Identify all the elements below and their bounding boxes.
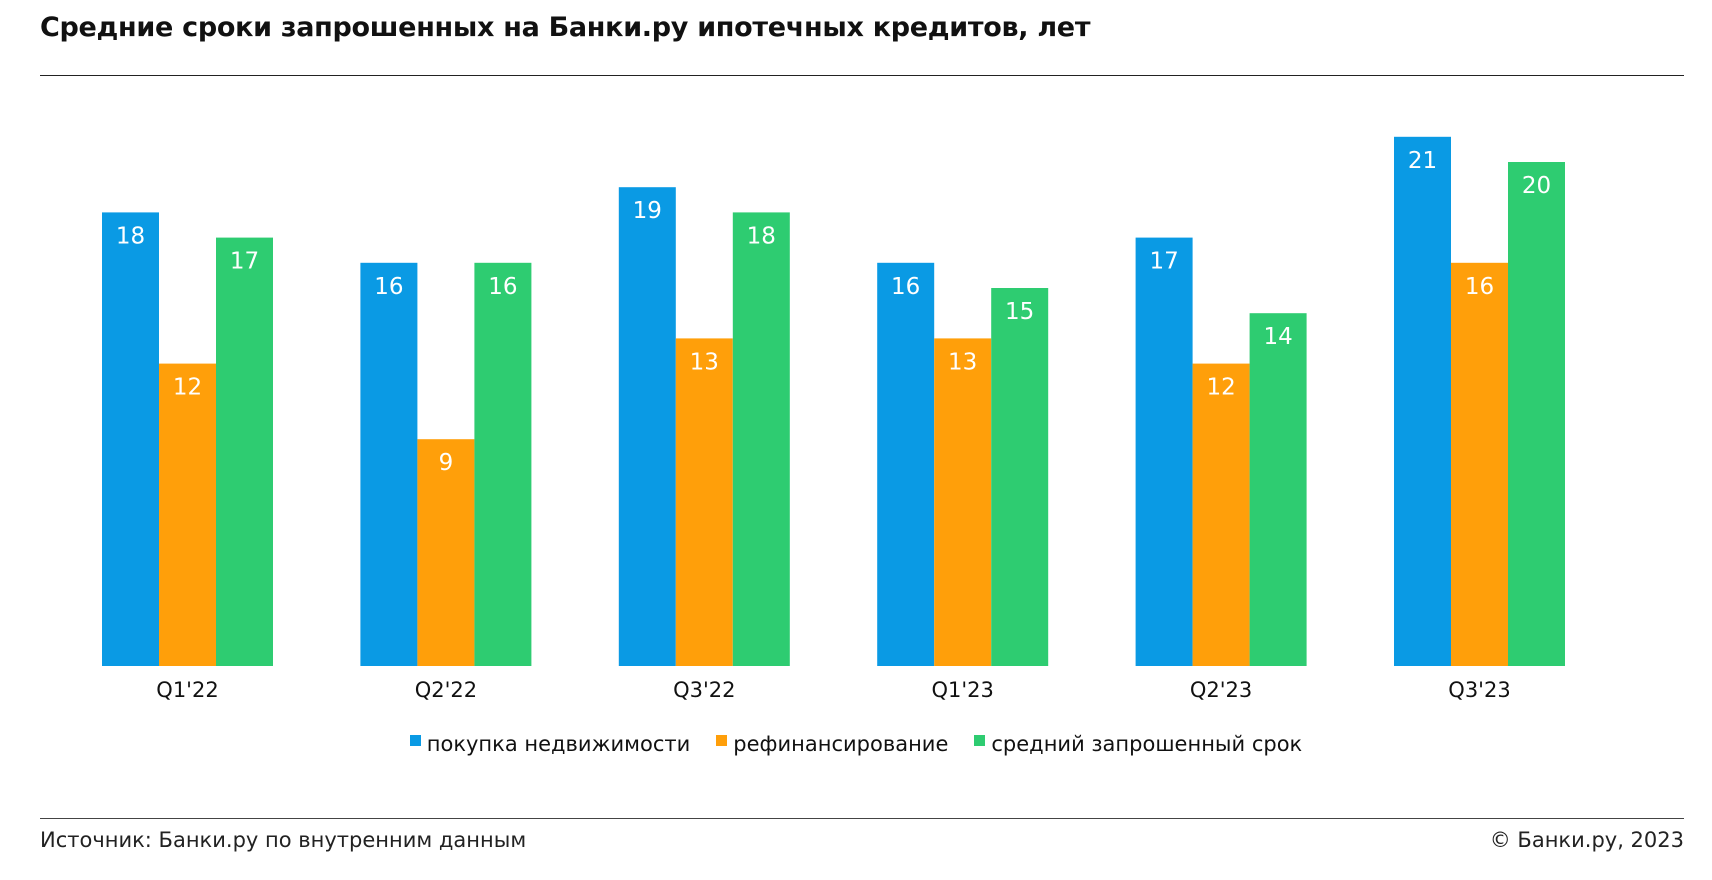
data-label-average-5: 20 bbox=[1522, 173, 1551, 199]
legend-label-purchase: покупка недвижимости bbox=[426, 732, 691, 756]
data-label-refinancing-1: 9 bbox=[439, 450, 454, 476]
bar-purchase-2 bbox=[618, 187, 676, 666]
legend-swatch-purchase bbox=[409, 734, 421, 746]
footer-divider bbox=[40, 818, 1684, 819]
x-tick-label-2: Q3'22 bbox=[673, 678, 735, 702]
data-label-refinancing-5: 16 bbox=[1465, 274, 1494, 300]
data-label-purchase-1: 16 bbox=[374, 274, 403, 300]
legend-label-refinancing: рефинансирование bbox=[733, 732, 949, 756]
source-note: Источник: Банки.ру по внутренним данным bbox=[40, 828, 527, 852]
copyright-note: © Банки.ру, 2023 bbox=[1489, 828, 1684, 852]
bar-average-2 bbox=[732, 212, 790, 666]
legend-swatch-refinancing bbox=[716, 734, 728, 746]
legend-item-refinancing: рефинансирование bbox=[716, 732, 948, 756]
bar-refinancing-3 bbox=[934, 338, 992, 666]
x-tick-label-4: Q2'23 bbox=[1190, 678, 1252, 702]
bar-purchase-1 bbox=[360, 262, 418, 666]
title-divider bbox=[40, 75, 1684, 76]
data-label-average-3: 15 bbox=[1005, 299, 1034, 325]
data-label-purchase-4: 17 bbox=[1149, 249, 1178, 275]
bar-chart: 18 12 17 Q1'22 16 9 16 Q2'22 19 13 18 Q3'22 16 13 15 Q1… bbox=[102, 136, 1565, 702]
bar-purchase-5 bbox=[1394, 136, 1451, 667]
bar-refinancing-2 bbox=[675, 338, 733, 666]
legend-swatch-average bbox=[974, 734, 986, 746]
data-label-purchase-5: 21 bbox=[1408, 148, 1437, 174]
data-label-average-1: 16 bbox=[488, 274, 517, 300]
legend-item-average: средний запрошенный срок bbox=[974, 732, 1302, 756]
chart-title: Средние сроки запрошенных на Банки.ру ип… bbox=[40, 12, 1091, 43]
x-tick-label-0: Q1'22 bbox=[156, 678, 218, 702]
bar-average-1 bbox=[474, 262, 532, 666]
data-label-refinancing-4: 12 bbox=[1206, 375, 1235, 401]
bar-average-3 bbox=[991, 288, 1049, 666]
data-label-average-2: 18 bbox=[747, 223, 776, 249]
legend-item-purchase: покупка недвижимости bbox=[409, 732, 691, 756]
bar-refinancing-1 bbox=[417, 439, 475, 666]
x-tick-label-5: Q3'23 bbox=[1448, 678, 1510, 702]
data-label-purchase-0: 18 bbox=[116, 223, 145, 249]
data-label-average-4: 14 bbox=[1263, 324, 1292, 350]
bar-purchase-0 bbox=[102, 212, 159, 666]
legend-label-average: средний запрошенный срок bbox=[991, 732, 1303, 756]
bar-refinancing-0 bbox=[159, 363, 216, 666]
data-label-average-0: 17 bbox=[230, 249, 259, 275]
x-tick-label-1: Q2'22 bbox=[415, 678, 477, 702]
bar-refinancing-4 bbox=[1192, 363, 1250, 666]
data-label-purchase-2: 19 bbox=[633, 198, 662, 224]
bar-purchase-4 bbox=[1135, 237, 1193, 666]
bar-average-5 bbox=[1508, 162, 1565, 666]
bar-purchase-3 bbox=[877, 262, 935, 666]
data-label-refinancing-2: 13 bbox=[690, 349, 719, 375]
x-tick-label-3: Q1'23 bbox=[932, 678, 994, 702]
data-label-refinancing-3: 13 bbox=[948, 349, 977, 375]
data-label-purchase-3: 16 bbox=[891, 274, 920, 300]
data-label-refinancing-0: 12 bbox=[173, 375, 202, 401]
legend: покупка недвижимости рефинансирование ср… bbox=[0, 732, 1712, 756]
bar-average-0 bbox=[216, 237, 273, 666]
bar-refinancing-5 bbox=[1451, 262, 1508, 666]
bar-average-4 bbox=[1249, 313, 1307, 666]
